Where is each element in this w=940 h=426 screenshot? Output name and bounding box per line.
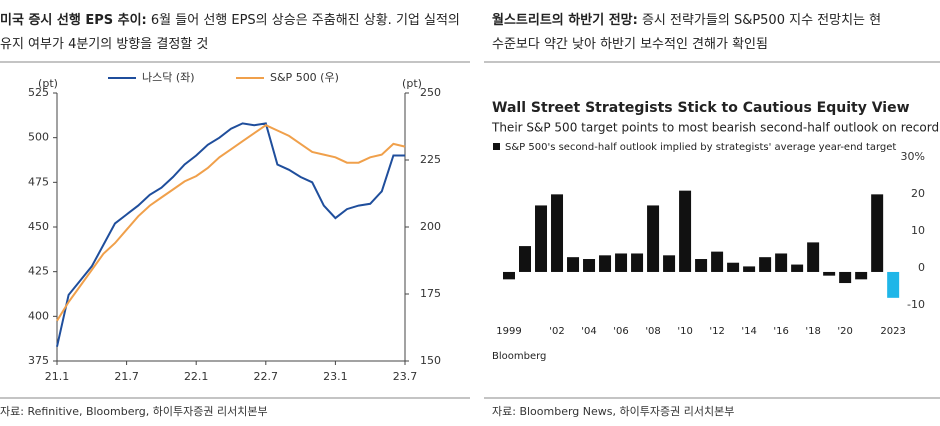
x-tick-label: 2023 — [880, 326, 905, 337]
x-tick-label: '14 — [741, 326, 756, 337]
heading-text: 증시 전략가들의 S&P500 지수 전망치는 현 — [642, 13, 881, 28]
x-tick-label: 23.7 — [393, 370, 418, 383]
bar — [759, 257, 772, 272]
credit: Bloomberg — [492, 351, 546, 362]
bar — [503, 271, 515, 280]
y-tick-label: 30% — [901, 150, 925, 163]
y-tick-label: 525 — [28, 86, 49, 99]
bar — [583, 259, 596, 272]
y2-tick-label: 150 — [420, 354, 441, 367]
x-tick-label: '08 — [645, 326, 660, 337]
bar — [551, 194, 564, 272]
heading-text: 6월 들어 선행 EPS의 상승은 주춤해진 상황. 기업 실적의 — [151, 12, 460, 28]
y-tick-label: 10 — [911, 224, 925, 237]
source: 자료: Refinitive, Bloomberg, 하이투자증권 리서치본부 — [0, 404, 268, 418]
bar — [887, 271, 900, 298]
axis-unit: (pt) — [38, 77, 58, 90]
x-tick-label: 21.1 — [45, 370, 70, 383]
legend-swatch — [493, 143, 500, 150]
y2-tick-label: 225 — [420, 153, 441, 166]
x-tick-label: '12 — [709, 326, 724, 337]
bar — [775, 253, 788, 272]
y-tick-label: 500 — [28, 131, 49, 144]
bar — [823, 271, 836, 276]
y-tick-label: 375 — [28, 354, 49, 367]
x-tick-label: '16 — [773, 326, 788, 337]
bar — [519, 246, 532, 272]
y2-tick-label: 175 — [420, 287, 441, 300]
y-tick-label: 425 — [28, 265, 49, 278]
bar — [615, 253, 628, 272]
bar — [679, 190, 692, 272]
bar — [631, 253, 644, 272]
series-line — [56, 122, 405, 347]
y-tick-label: 0 — [918, 261, 925, 274]
bar — [727, 262, 740, 272]
x-tick-label: 1999 — [496, 326, 521, 337]
legend-label: 나스닥 (좌) — [142, 71, 195, 84]
x-tick-label: 21.7 — [114, 370, 139, 383]
x-tick-label: 22.1 — [184, 370, 209, 383]
chart-title: Wall Street Strategists Stick to Cautiou… — [492, 100, 910, 116]
bar — [743, 266, 756, 272]
bar — [599, 255, 612, 272]
x-tick-label: 22.7 — [254, 370, 279, 383]
bar — [695, 259, 708, 272]
bar — [791, 264, 804, 272]
y-tick-label: 475 — [28, 175, 49, 188]
bar — [567, 257, 580, 272]
series-line — [56, 124, 406, 322]
heading: 미국 증시 선행 EPS 추이: 6월 들어 선행 EPS의 상승은 주춤해진 … — [0, 12, 460, 52]
y-tick-label: 450 — [28, 220, 49, 233]
source: 자료: Bloomberg News, 하이투자증권 리서치본부 — [492, 404, 734, 418]
x-tick-label: '02 — [549, 326, 564, 337]
y2-tick-label: 250 — [420, 86, 441, 99]
x-tick-label: '20 — [837, 326, 852, 337]
x-tick-label: '04 — [581, 326, 596, 337]
bar — [855, 271, 868, 280]
bar — [871, 194, 884, 272]
x-tick-label: 23.1 — [323, 370, 348, 383]
bar — [535, 205, 548, 272]
x-tick-label: '18 — [805, 326, 820, 337]
heading-label: 월스트리트의 하반기 전망: — [492, 12, 638, 28]
bar — [647, 205, 660, 272]
heading-text: 수준보다 약간 낮아 하반기 보수적인 견해가 확인됨 — [492, 37, 768, 52]
y-tick-label: 400 — [28, 309, 49, 322]
heading: 월스트리트의 하반기 전망: 증시 전략가들의 S&P500 지수 전망치는 현… — [492, 12, 881, 52]
axis-unit: (pt) — [402, 77, 422, 90]
legend-label: S&P 500's second-half outlook implied by… — [505, 142, 896, 153]
bar — [711, 251, 724, 272]
bar — [839, 271, 852, 284]
heading-label: 미국 증시 선행 EPS 추이: — [0, 12, 147, 28]
y2-tick-label: 200 — [420, 220, 441, 233]
chart-subtitle: Their S&P 500 target points to most bear… — [491, 121, 939, 135]
bar — [807, 242, 820, 272]
x-tick-label: '10 — [677, 326, 692, 337]
x-tick-label: '06 — [613, 326, 628, 337]
bar — [663, 255, 676, 272]
y-tick-label: 20 — [911, 187, 925, 200]
legend-label: S&P 500 (우) — [270, 71, 339, 84]
heading-text: 유지 여부가 4분기의 방향을 결정할 것 — [0, 37, 208, 52]
y-tick-label: -10 — [907, 298, 925, 311]
